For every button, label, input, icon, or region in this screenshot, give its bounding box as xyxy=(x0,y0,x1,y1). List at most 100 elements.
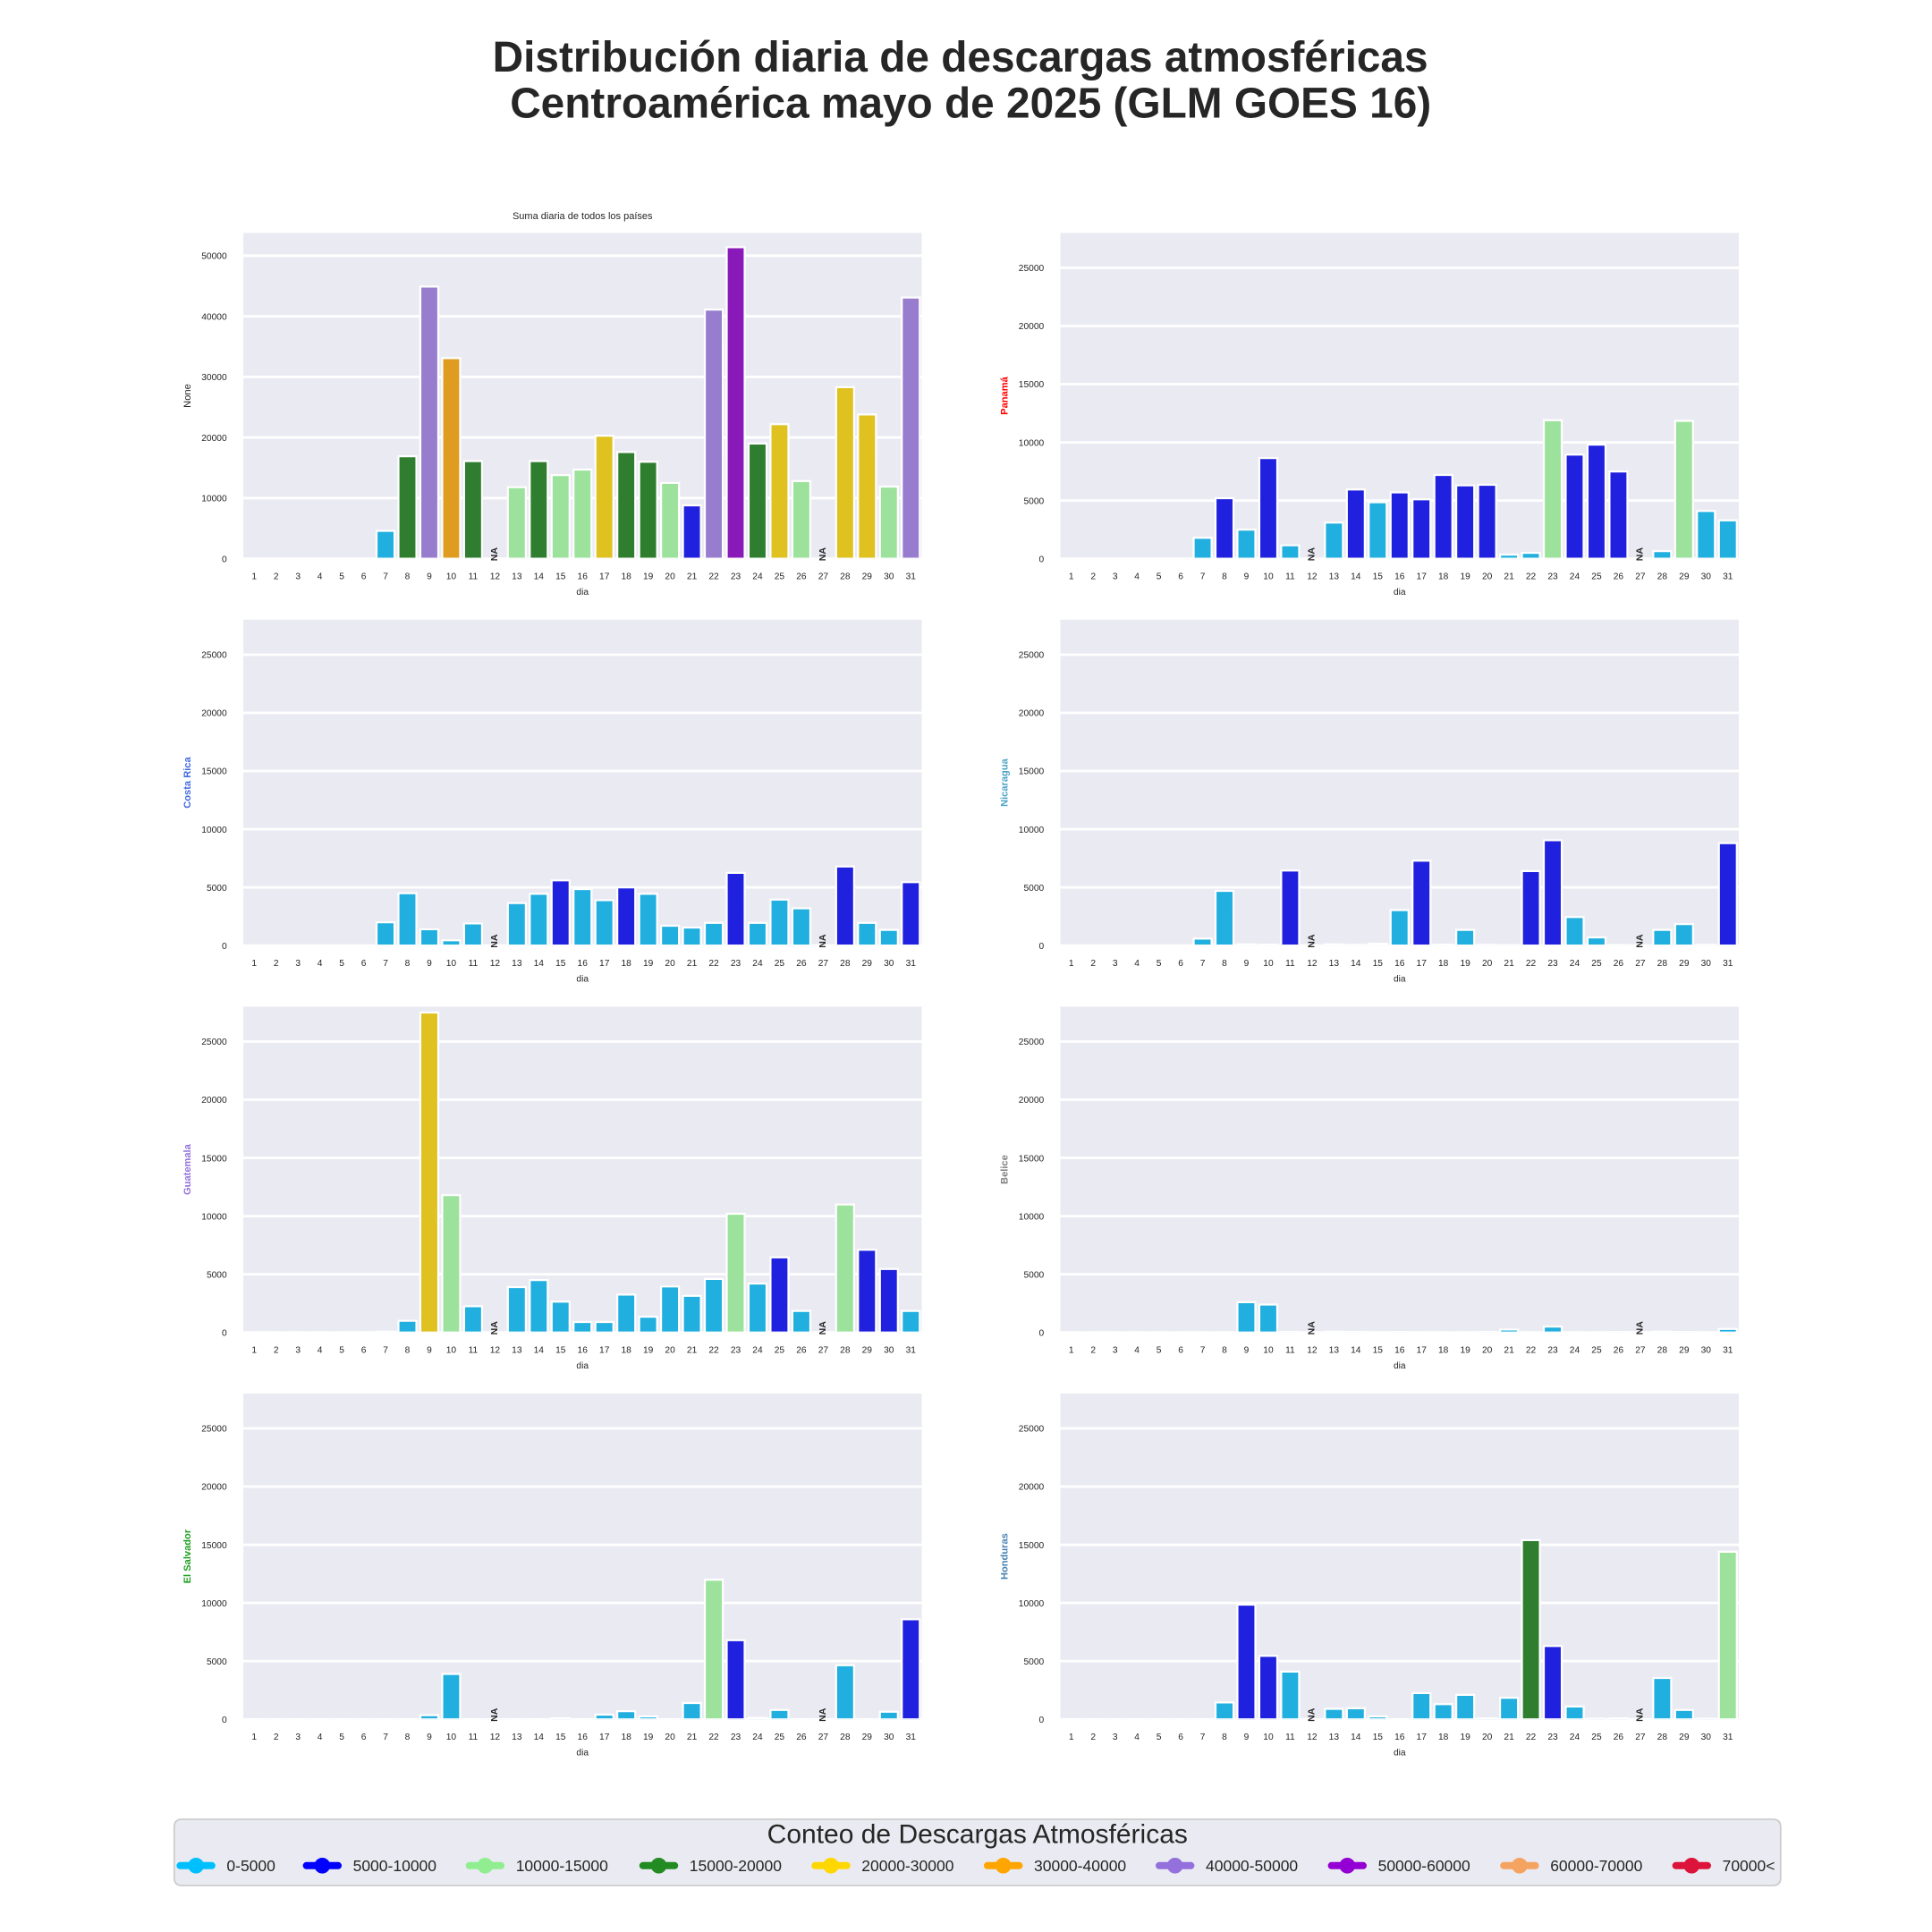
svg-text:40000: 40000 xyxy=(201,312,227,322)
svg-text:5: 5 xyxy=(339,959,344,969)
svg-text:0: 0 xyxy=(222,555,227,564)
svg-text:27: 27 xyxy=(818,959,829,969)
svg-text:10000: 10000 xyxy=(201,495,227,504)
svg-text:5000: 5000 xyxy=(1023,1270,1044,1280)
svg-text:25000: 25000 xyxy=(1019,1425,1045,1435)
svg-text:Honduras: Honduras xyxy=(999,1533,1010,1580)
svg-text:22: 22 xyxy=(1526,1733,1537,1742)
svg-text:23: 23 xyxy=(1547,1733,1558,1742)
svg-text:23: 23 xyxy=(731,959,741,969)
svg-text:17: 17 xyxy=(599,959,610,969)
svg-text:0: 0 xyxy=(1039,1716,1045,1725)
svg-text:24: 24 xyxy=(1570,959,1580,969)
svg-text:23: 23 xyxy=(1547,959,1558,969)
svg-text:dia: dia xyxy=(576,588,589,597)
svg-text:27: 27 xyxy=(1635,1346,1646,1356)
svg-text:20: 20 xyxy=(665,959,675,969)
svg-text:8: 8 xyxy=(1222,1346,1227,1356)
svg-text:23: 23 xyxy=(731,1346,741,1356)
svg-text:16: 16 xyxy=(1394,1733,1405,1742)
svg-text:16: 16 xyxy=(578,572,589,582)
svg-text:NA: NA xyxy=(489,1707,500,1722)
svg-text:2: 2 xyxy=(274,572,279,582)
svg-text:60000-70000: 60000-70000 xyxy=(1550,1857,1642,1875)
svg-text:2: 2 xyxy=(1090,1346,1096,1356)
svg-text:27: 27 xyxy=(1635,959,1646,969)
svg-text:3: 3 xyxy=(295,572,301,582)
svg-text:14: 14 xyxy=(1351,1733,1361,1742)
svg-text:NA: NA xyxy=(489,1321,500,1335)
svg-text:23: 23 xyxy=(1547,1346,1558,1356)
svg-text:25: 25 xyxy=(1591,1346,1602,1356)
svg-text:25: 25 xyxy=(1591,572,1602,582)
svg-text:24: 24 xyxy=(1570,1346,1580,1356)
svg-text:25000: 25000 xyxy=(201,651,227,661)
svg-text:24: 24 xyxy=(752,959,763,969)
svg-text:dia: dia xyxy=(1394,974,1406,984)
svg-text:NA: NA xyxy=(1307,1321,1318,1335)
svg-text:3: 3 xyxy=(1113,959,1118,969)
svg-text:18: 18 xyxy=(621,959,631,969)
svg-text:12: 12 xyxy=(490,1733,501,1742)
svg-text:10000-15000: 10000-15000 xyxy=(516,1857,608,1875)
svg-text:5000: 5000 xyxy=(1023,496,1044,506)
svg-text:28: 28 xyxy=(1657,959,1668,969)
svg-text:22: 22 xyxy=(1526,572,1537,582)
svg-text:1: 1 xyxy=(251,572,257,582)
svg-text:13: 13 xyxy=(1329,1346,1340,1356)
svg-text:9: 9 xyxy=(427,1346,432,1356)
svg-text:10: 10 xyxy=(1263,572,1274,582)
svg-text:20000: 20000 xyxy=(201,1096,227,1106)
svg-text:None: None xyxy=(182,384,193,408)
svg-text:16: 16 xyxy=(578,1346,589,1356)
svg-text:29: 29 xyxy=(1679,959,1690,969)
svg-text:5: 5 xyxy=(339,1733,344,1742)
svg-text:29: 29 xyxy=(1679,572,1690,582)
svg-text:8: 8 xyxy=(405,1733,411,1742)
svg-text:20: 20 xyxy=(665,1733,675,1742)
svg-text:10: 10 xyxy=(446,1733,457,1742)
svg-text:14: 14 xyxy=(1351,1346,1361,1356)
svg-text:18: 18 xyxy=(621,1733,631,1742)
svg-text:1: 1 xyxy=(251,959,257,969)
svg-text:0: 0 xyxy=(222,942,227,952)
svg-text:16: 16 xyxy=(578,959,589,969)
svg-text:20000-30000: 20000-30000 xyxy=(861,1857,953,1875)
svg-text:21: 21 xyxy=(687,1733,698,1742)
svg-text:30: 30 xyxy=(884,572,894,582)
svg-text:10: 10 xyxy=(1263,1346,1274,1356)
svg-text:31: 31 xyxy=(906,959,917,969)
svg-text:14: 14 xyxy=(1351,959,1361,969)
svg-text:50000: 50000 xyxy=(201,252,227,262)
svg-text:23: 23 xyxy=(731,1733,741,1742)
svg-text:15000: 15000 xyxy=(1019,380,1045,390)
svg-text:12: 12 xyxy=(1307,959,1318,969)
svg-text:5000: 5000 xyxy=(1023,884,1044,894)
svg-text:1: 1 xyxy=(251,1346,257,1356)
svg-text:0: 0 xyxy=(1039,555,1045,564)
svg-text:31: 31 xyxy=(1723,1346,1733,1356)
svg-text:15000: 15000 xyxy=(201,1154,227,1164)
svg-text:10: 10 xyxy=(1263,1733,1274,1742)
svg-text:11: 11 xyxy=(1285,1346,1295,1356)
svg-text:26: 26 xyxy=(796,1346,807,1356)
svg-text:8: 8 xyxy=(1222,572,1227,582)
svg-text:30000-40000: 30000-40000 xyxy=(1034,1857,1126,1875)
svg-text:19: 19 xyxy=(1460,1733,1470,1742)
svg-text:23: 23 xyxy=(731,572,741,582)
svg-text:5: 5 xyxy=(339,572,344,582)
svg-text:2: 2 xyxy=(274,959,279,969)
svg-text:22: 22 xyxy=(1526,1346,1537,1356)
svg-text:13: 13 xyxy=(512,572,522,582)
svg-text:2: 2 xyxy=(1090,572,1096,582)
svg-text:30: 30 xyxy=(1701,1733,1712,1742)
svg-text:14: 14 xyxy=(534,1346,545,1356)
svg-text:6: 6 xyxy=(361,1733,367,1742)
svg-text:31: 31 xyxy=(1723,959,1733,969)
svg-text:3: 3 xyxy=(1113,572,1118,582)
svg-text:23: 23 xyxy=(1547,572,1558,582)
svg-text:30: 30 xyxy=(1701,959,1712,969)
svg-text:13: 13 xyxy=(512,959,522,969)
svg-text:10000: 10000 xyxy=(1019,1212,1045,1222)
svg-text:NA: NA xyxy=(489,934,500,948)
